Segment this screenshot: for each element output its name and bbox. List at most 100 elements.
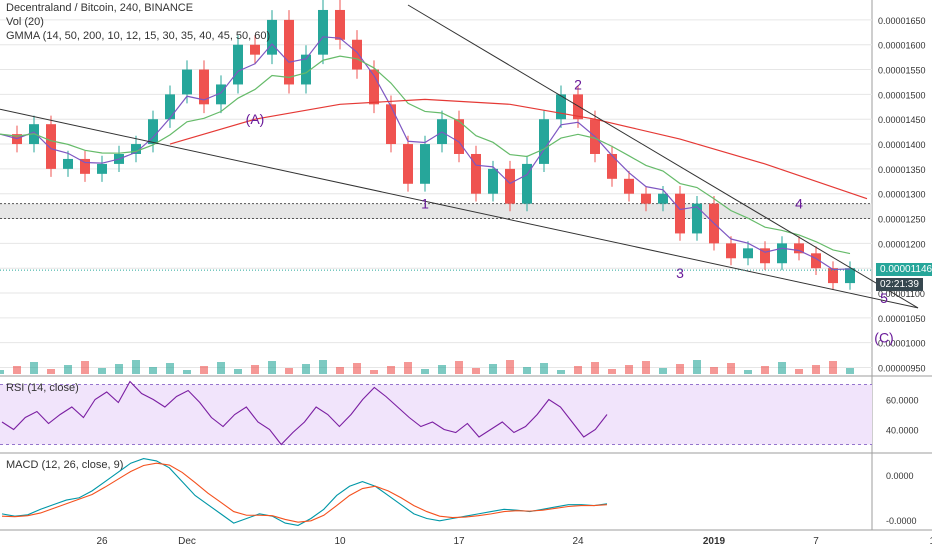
wave-label: 5 bbox=[880, 290, 888, 306]
time-tick-label: 24 bbox=[572, 536, 584, 547]
candle-body bbox=[488, 168, 498, 194]
macd-tick-label: -0.0000 bbox=[886, 516, 917, 526]
candle-body bbox=[369, 69, 379, 105]
gmma-legend: GMMA (14, 50, 200, 10, 12, 15, 30, 35, 4… bbox=[6, 30, 271, 42]
trendline-lower bbox=[0, 108, 919, 309]
candle-body bbox=[165, 94, 175, 120]
candle-body bbox=[233, 44, 243, 85]
volume-bar bbox=[625, 365, 633, 374]
volume-bar bbox=[557, 370, 565, 374]
volume-bar bbox=[421, 369, 429, 374]
volume-bar bbox=[489, 364, 497, 374]
volume-bar bbox=[795, 369, 803, 374]
wave-label: (A) bbox=[246, 111, 265, 127]
volume-bar bbox=[642, 361, 650, 374]
signal-line bbox=[1, 462, 608, 523]
time-tick-label: 10 bbox=[334, 536, 346, 547]
candle-body bbox=[607, 153, 617, 179]
time-tick-label: Dec bbox=[178, 536, 196, 547]
candle-body bbox=[454, 119, 464, 154]
macd-legend: MACD (12, 26, close, 9) bbox=[6, 459, 123, 471]
volume-bar bbox=[608, 369, 616, 374]
time-tick-label: 14 bbox=[929, 536, 932, 547]
candle-body bbox=[658, 193, 668, 204]
candle-body bbox=[403, 144, 413, 184]
wave-label: 1 bbox=[421, 196, 429, 212]
price-tick-label: 0.00001250 bbox=[878, 215, 926, 225]
volume-bar bbox=[268, 361, 276, 374]
gmma-long-line bbox=[0, 55, 851, 255]
candle-body bbox=[216, 84, 226, 105]
volume-bar bbox=[727, 363, 735, 374]
candle-body bbox=[46, 124, 56, 169]
candle-body bbox=[522, 163, 532, 204]
candle-body bbox=[386, 104, 396, 145]
candle-body bbox=[692, 203, 702, 234]
candle-body bbox=[267, 19, 277, 55]
volume-bar bbox=[285, 368, 293, 374]
volume-bar bbox=[336, 367, 344, 374]
support-zone bbox=[0, 203, 872, 219]
volume-bar bbox=[659, 368, 667, 374]
candle-body bbox=[335, 9, 345, 40]
price-tick-label: 0.00001600 bbox=[878, 41, 926, 51]
volume-bar bbox=[506, 360, 514, 374]
volume-bar bbox=[693, 360, 701, 374]
candle-body bbox=[352, 39, 362, 70]
volume-bar bbox=[574, 366, 582, 374]
volume-bar bbox=[404, 362, 412, 374]
rsi-tick-label: 40.0000 bbox=[886, 426, 919, 436]
volume-bar bbox=[81, 361, 89, 374]
volume-bar bbox=[846, 368, 854, 374]
candle-body bbox=[250, 44, 260, 55]
candle-body bbox=[641, 193, 651, 204]
volume-bar bbox=[370, 370, 378, 374]
volume-bar bbox=[234, 369, 242, 374]
volume-bar bbox=[0, 370, 4, 374]
volume-bar bbox=[217, 362, 225, 374]
volume-legend: Vol (20) bbox=[6, 16, 44, 28]
candle-body bbox=[284, 19, 294, 85]
volume-bar bbox=[676, 364, 684, 374]
volume-bar bbox=[472, 368, 480, 374]
wave-label: 4 bbox=[795, 196, 803, 212]
price-tick-label: 0.00001200 bbox=[878, 239, 926, 249]
volume-bar bbox=[438, 365, 446, 374]
candle-body bbox=[573, 94, 583, 120]
price-tick-label: 0.00001050 bbox=[878, 314, 926, 324]
price-tick-label: 0.00001500 bbox=[878, 90, 926, 100]
volume-bar bbox=[829, 361, 837, 374]
volume-bar bbox=[353, 363, 361, 374]
price-tick-label: 0.00001350 bbox=[878, 165, 926, 175]
price-tick-label: 0.00001650 bbox=[878, 16, 926, 26]
price-tick-label: 0.00001400 bbox=[878, 140, 926, 150]
candle-body bbox=[63, 158, 73, 169]
volume-bar bbox=[132, 360, 140, 374]
candle-body bbox=[318, 9, 328, 55]
volume-bar bbox=[302, 364, 310, 374]
volume-bar bbox=[523, 367, 531, 374]
volume-bar bbox=[761, 366, 769, 374]
candle-body bbox=[624, 178, 634, 194]
macd-tick-label: 0.0000 bbox=[886, 471, 914, 481]
volume-bar bbox=[166, 363, 174, 374]
volume-bar bbox=[30, 362, 38, 374]
volume-bar bbox=[64, 365, 72, 374]
volume-bar bbox=[13, 366, 21, 374]
time-tick-label: 26 bbox=[96, 536, 108, 547]
candle-body bbox=[505, 168, 515, 204]
volume-bar bbox=[778, 362, 786, 374]
volume-bar bbox=[812, 365, 820, 374]
rsi-line bbox=[1, 380, 608, 446]
candle-body bbox=[182, 69, 192, 95]
candle-body bbox=[811, 253, 821, 269]
volume-bar bbox=[251, 365, 259, 374]
rsi-band bbox=[0, 384, 872, 445]
candle-body bbox=[743, 248, 753, 259]
candle-body bbox=[794, 243, 804, 254]
volume-bar bbox=[47, 369, 55, 374]
time-tick-label: 17 bbox=[453, 536, 465, 547]
volume-bar bbox=[710, 367, 718, 374]
wave-label: 3 bbox=[676, 265, 684, 281]
